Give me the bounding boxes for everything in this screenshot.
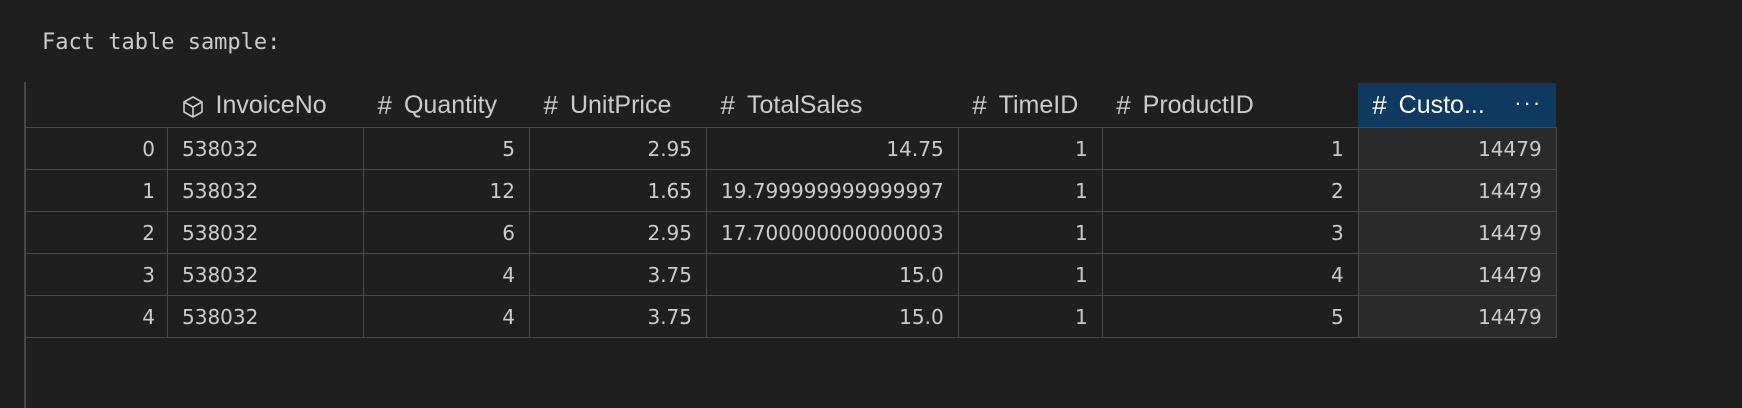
data-grid[interactable]: InvoiceNo # Quantity # UnitPrice # TotalSal… [25,83,1557,338]
header-label: UnitPrice [569,90,672,119]
table-row: 4 538032 4 3.75 15.0 1 5 14479 [25,295,1557,338]
data-table: InvoiceNo # Quantity # UnitPrice # TotalSal… [25,83,1557,338]
cell-unitprice: 1.65 [529,169,707,212]
cell-customerid: 14479 [1357,253,1557,296]
cell-customerid: 14479 [1357,211,1557,254]
cell-invoiceno: 538032 [167,295,364,338]
cell-unitprice: 3.75 [529,295,707,338]
row-index: 2 [25,211,168,254]
cell-unitprice: 2.95 [529,127,707,170]
row-index: 1 [25,169,168,212]
cell-invoiceno: 538032 [167,127,364,170]
cell-timeid: 1 [957,295,1103,338]
header-label: TotalSales [746,90,863,119]
cell-quantity: 4 [363,253,530,296]
number-type-icon: # [1116,89,1131,120]
header-label: InvoiceNo [215,90,327,119]
cell-productid: 3 [1101,211,1359,254]
table-row: 1 538032 12 1.65 19.799999999999997 1 2 … [25,169,1557,212]
cell-productid: 2 [1101,169,1359,212]
cell-totalsales: 17.700000000000003 [706,211,959,254]
header-customerid[interactable]: # Custo... ··· [1358,83,1557,128]
cell-quantity: 12 [363,169,530,212]
number-type-icon: # [1372,89,1387,120]
number-type-icon: # [543,89,558,120]
cell-timeid: 1 [957,127,1103,170]
cell-totalsales: 15.0 [706,253,959,296]
cell-quantity: 4 [363,295,530,338]
row-index: 0 [25,127,168,170]
row-index: 4 [25,295,168,338]
cell-timeid: 1 [957,169,1103,212]
cell-customerid: 14479 [1357,295,1557,338]
number-type-icon: # [720,89,735,120]
header-productid[interactable]: # ProductID [1102,83,1359,128]
header-label: TimeID [998,90,1079,119]
cell-quantity: 5 [363,127,530,170]
header-index [25,83,168,128]
cell-totalsales: 14.75 [706,127,959,170]
table-row: 2 538032 6 2.95 17.700000000000003 1 3 1… [25,211,1557,254]
cell-totalsales: 15.0 [706,295,959,338]
ellipsis-icon[interactable]: ··· [1514,90,1543,115]
table-row: 0 538032 5 2.95 14.75 1 1 14479 [25,127,1557,170]
header-row: InvoiceNo # Quantity # UnitPrice # TotalSal… [25,83,1557,128]
header-label: Quantity [403,90,498,119]
output-label: Fact table sample: [42,30,281,55]
header-unitprice[interactable]: # UnitPrice [529,83,707,128]
header-totalsales[interactable]: # TotalSales [706,83,959,128]
cell-timeid: 1 [957,211,1103,254]
cell-unitprice: 3.75 [529,253,707,296]
cell-unitprice: 2.95 [529,211,707,254]
cell-totalsales: 19.799999999999997 [706,169,959,212]
cell-invoiceno: 538032 [167,253,364,296]
cell-productid: 1 [1101,127,1359,170]
cell-invoiceno: 538032 [167,211,364,254]
cell-productid: 5 [1101,295,1359,338]
cell-quantity: 6 [363,211,530,254]
cell-timeid: 1 [957,253,1103,296]
cube-icon [182,90,204,121]
row-index: 3 [25,253,168,296]
cell-customerid: 14479 [1357,169,1557,212]
number-type-icon: # [972,89,987,120]
header-label: ProductID [1142,90,1254,119]
cell-productid: 4 [1101,253,1359,296]
header-label: Custo... [1398,90,1485,119]
header-quantity[interactable]: # Quantity [363,83,530,128]
table-row: 3 538032 4 3.75 15.0 1 4 14479 [25,253,1557,296]
header-timeid[interactable]: # TimeID [958,83,1103,128]
header-invoiceno[interactable]: InvoiceNo [167,83,364,128]
cell-invoiceno: 538032 [167,169,364,212]
cell-customerid: 14479 [1357,127,1557,170]
number-type-icon: # [377,89,392,120]
